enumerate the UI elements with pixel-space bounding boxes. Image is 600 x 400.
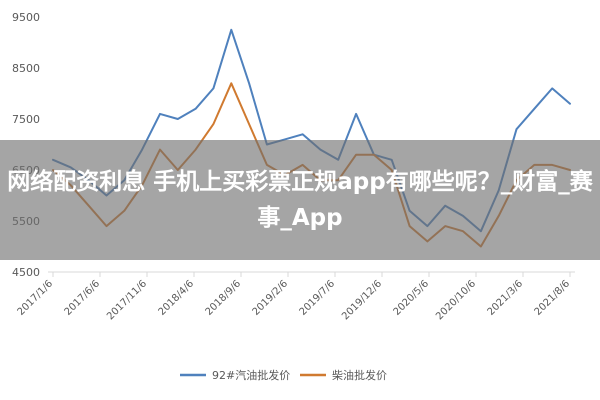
y-tick-label: 9500 xyxy=(12,11,40,24)
x-tick-label: 2019/2/6 xyxy=(251,278,291,318)
y-tick-label: 7500 xyxy=(12,113,40,126)
legend-label: 92#汽油批发价 xyxy=(212,368,290,382)
x-tick-label: 2019/7/6 xyxy=(298,278,338,318)
x-tick-label: 2018/9/6 xyxy=(204,278,244,318)
x-tick-label: 2021/3/6 xyxy=(486,278,526,318)
x-axis: 2017/1/6 2017/6/6 2017/11/6 2018/4/6 2018/9/… xyxy=(16,271,575,322)
x-tick-label: 2021/8/6 xyxy=(533,278,573,318)
x-tick-label: 2020/5/6 xyxy=(392,278,432,318)
x-tick-label: 2017/11/6 xyxy=(105,278,149,322)
x-tick-label: 2017/1/6 xyxy=(16,278,56,318)
y-tick-label: 8500 xyxy=(12,62,40,75)
x-tick-label: 2017/6/6 xyxy=(63,278,103,318)
overlay-title: 网络配资利息 手机上买彩票正规app有哪些呢？_财富_赛事_App xyxy=(7,169,593,231)
title-overlay-banner: 网络配资利息 手机上买彩票正规app有哪些呢？_财富_赛事_App xyxy=(0,140,600,260)
legend-label: 柴油批发价 xyxy=(332,368,387,382)
x-tick-label: 2018/4/6 xyxy=(157,278,197,318)
y-tick-label: 4500 xyxy=(12,266,40,279)
x-tick-label: 2019/12/6 xyxy=(340,278,384,322)
legend: 92#汽油批发价 柴油批发价 xyxy=(180,368,387,382)
x-tick-label: 2020/10/6 xyxy=(434,278,478,322)
